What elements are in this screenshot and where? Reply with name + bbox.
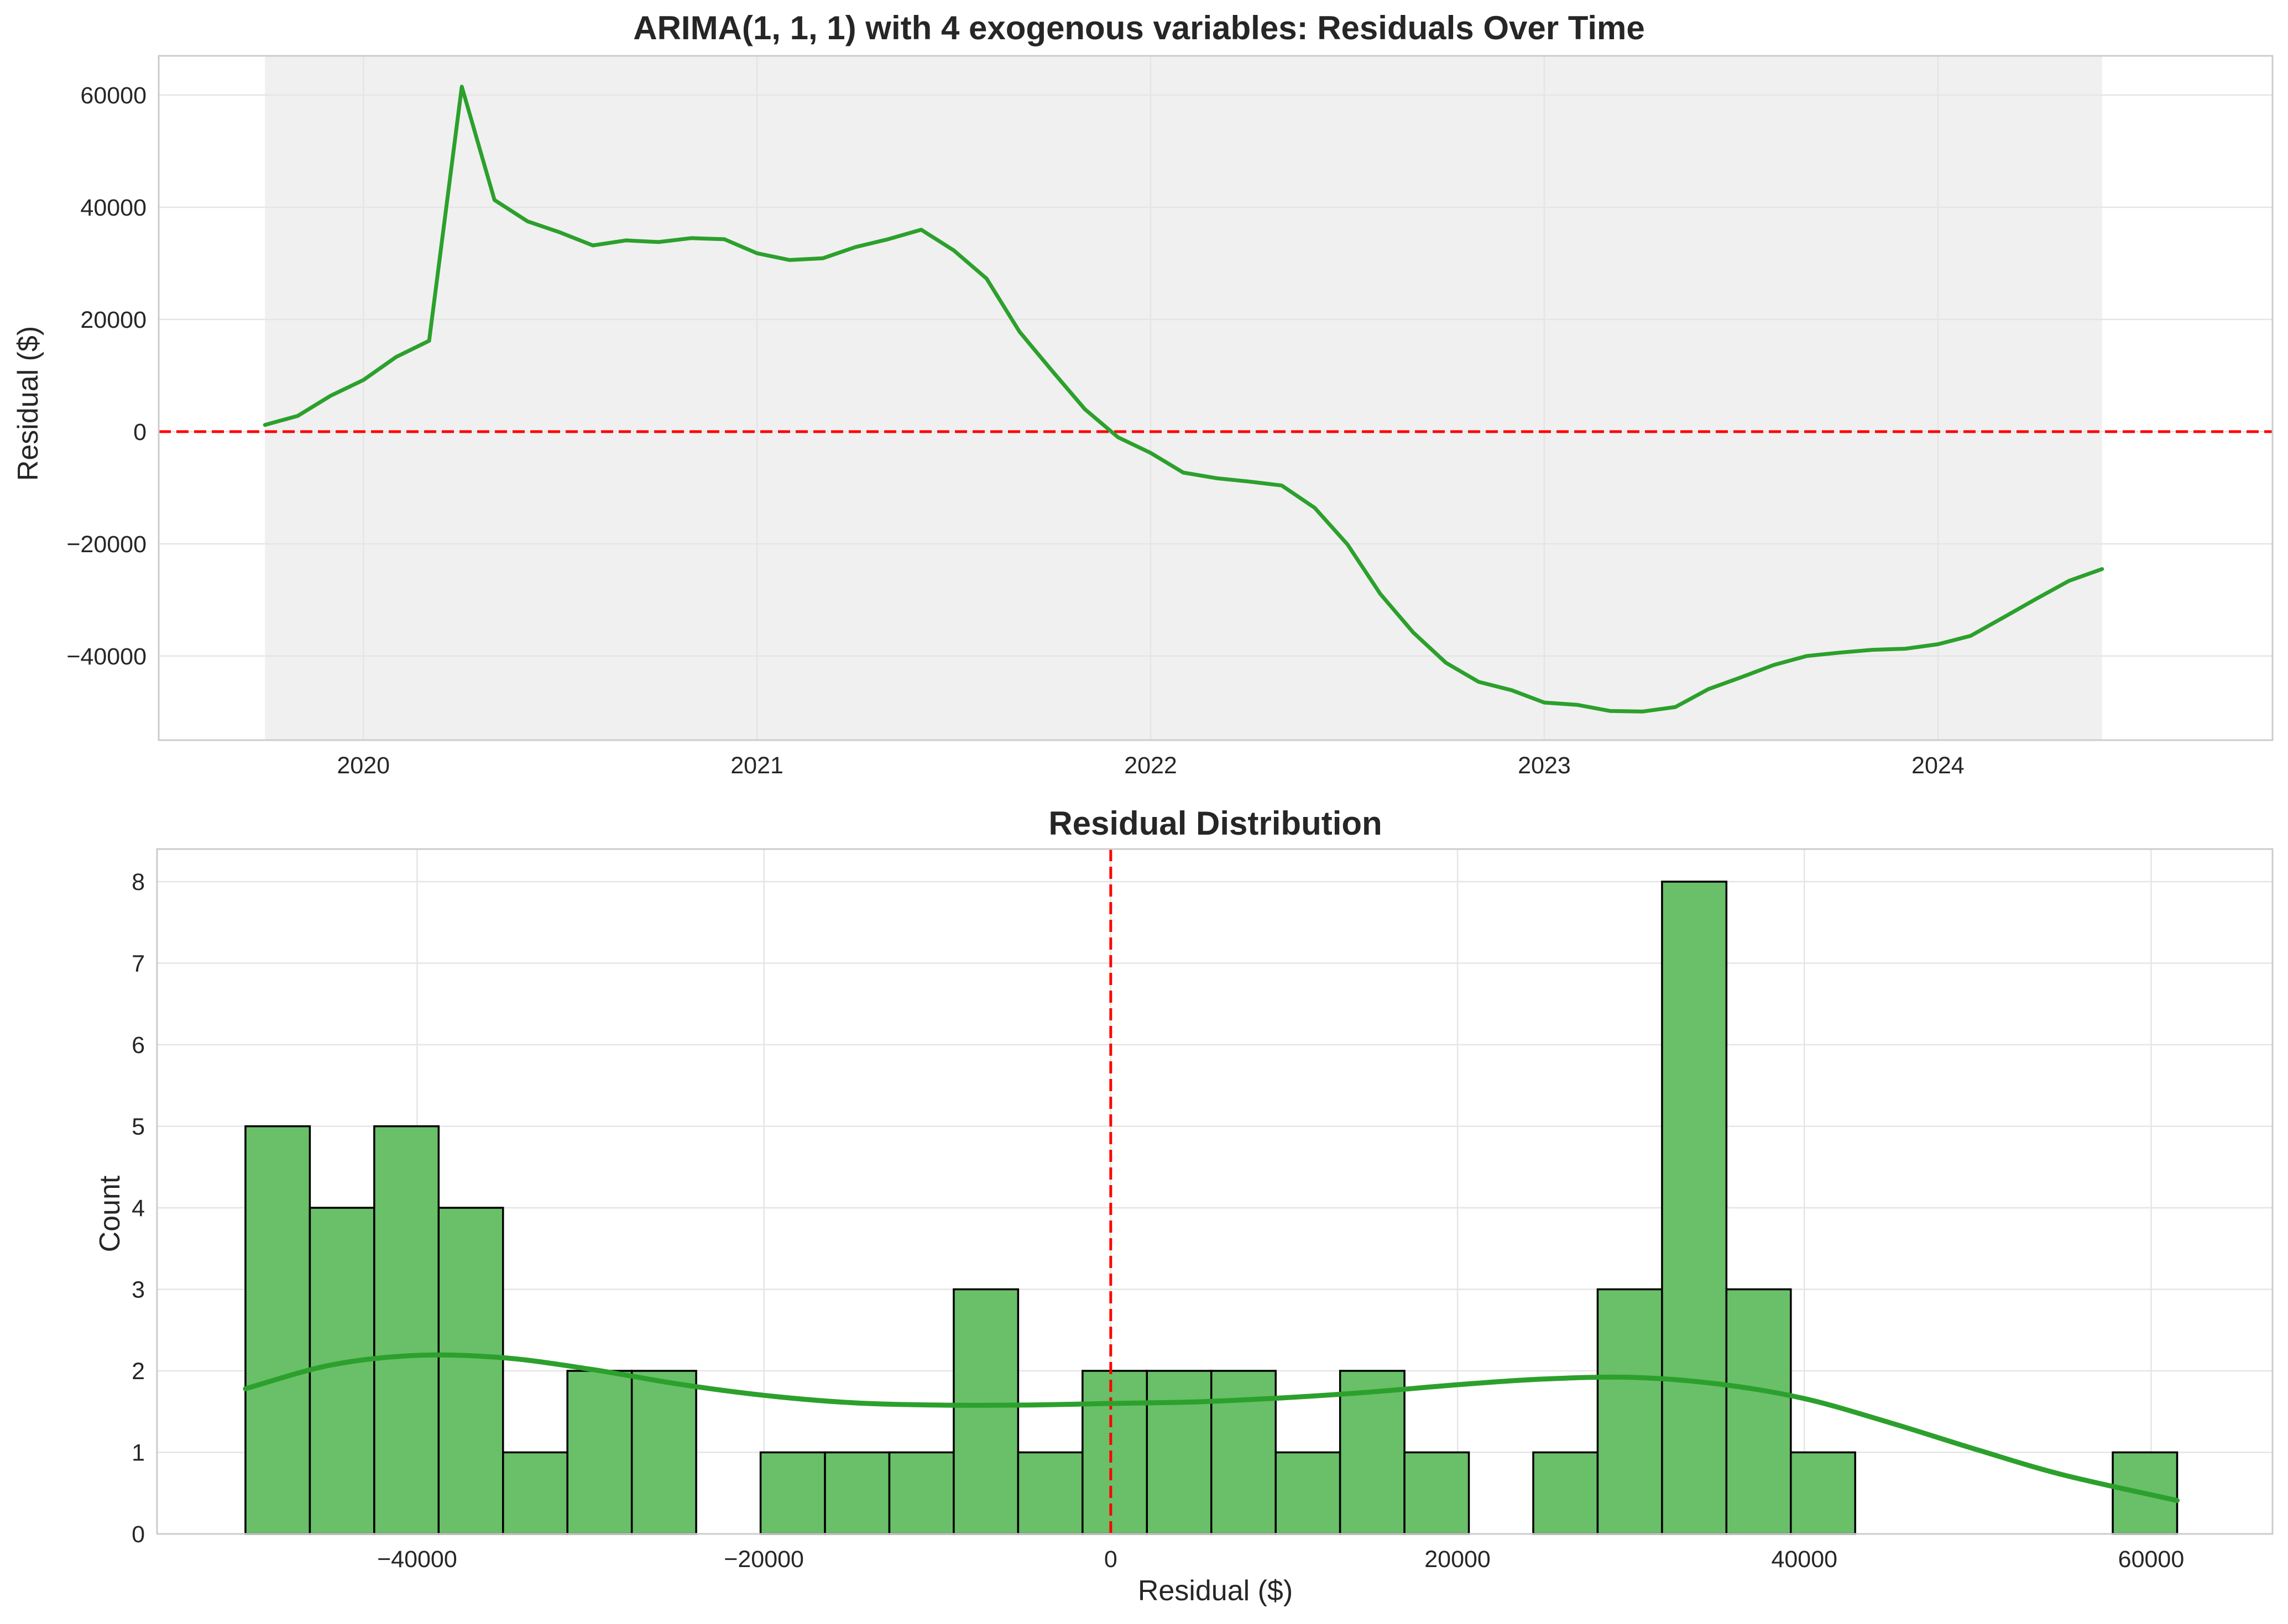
y-tick-label: 8 <box>132 869 145 895</box>
x-tick-label: 60000 <box>2118 1546 2185 1573</box>
y-tick-label: −20000 <box>66 531 147 558</box>
y-tick-label: 60000 <box>80 82 147 109</box>
y-tick-label: 1 <box>132 1440 145 1466</box>
histogram-bar <box>1210 1370 1277 1535</box>
axes-frame <box>158 55 2274 741</box>
y-tick-label: 5 <box>132 1114 145 1140</box>
histogram-bar <box>1146 1370 1213 1535</box>
x-tick-label: −20000 <box>724 1546 804 1573</box>
histogram-panel: Residual Distribution Count Residual ($)… <box>94 805 2274 1607</box>
histogram-bar <box>1661 881 1728 1535</box>
histogram-bars <box>244 881 2179 1535</box>
histogram-y-axis-label: Count <box>94 1175 126 1252</box>
histogram-bar <box>309 1207 375 1535</box>
y-tick-label: 3 <box>132 1277 145 1303</box>
histogram-bar <box>373 1125 440 1535</box>
y-tick-label: 0 <box>133 419 147 446</box>
histogram-bar <box>1017 1451 1084 1535</box>
histogram-x-ticks: −40000 −20000 0 20000 40000 60000 <box>377 1546 2184 1573</box>
histogram-bar <box>437 1207 504 1535</box>
histogram-bar <box>244 1125 311 1535</box>
histogram-bar <box>1274 1451 1341 1535</box>
y-tick-label: 4 <box>132 1195 145 1222</box>
kde-curve <box>243 1352 2180 1503</box>
y-tick-label: 40000 <box>80 195 147 221</box>
histogram-x-axis-label: Residual ($) <box>1138 1575 1293 1607</box>
histogram-y-ticks: 0 1 2 3 4 5 6 7 8 <box>132 869 145 1548</box>
histogram-bar <box>953 1288 1020 1535</box>
time-series-y-ticks: −40000 −20000 0 20000 40000 60000 <box>66 82 147 670</box>
histogram-kde-curve <box>243 1352 2180 1503</box>
residual-line <box>263 85 2104 714</box>
histogram-bar <box>888 1451 955 1535</box>
y-tick-label: −40000 <box>66 643 147 670</box>
histogram-bar <box>1082 1370 1148 1535</box>
time-series-y-axis-label: Residual ($) <box>12 326 44 481</box>
histogram-bar <box>824 1451 891 1535</box>
x-tick-label: 40000 <box>1771 1546 1837 1573</box>
shaded-span <box>265 56 2102 740</box>
time-series-axes-frame <box>158 55 2274 741</box>
time-series-shaded-span <box>265 56 2102 740</box>
histogram-bar <box>1790 1451 1857 1535</box>
y-tick-label: 7 <box>132 951 145 977</box>
y-tick-label: 20000 <box>80 307 147 333</box>
time-series-residual-line <box>263 85 2104 714</box>
time-series-panel: ARIMA(1, 1, 1) with 4 exogenous variable… <box>12 9 2274 779</box>
x-tick-label: 2023 <box>1518 752 1571 779</box>
histogram-bar <box>1403 1451 1470 1535</box>
x-tick-label: 2021 <box>730 752 783 779</box>
y-tick-label: 6 <box>132 1032 145 1059</box>
y-tick-label: 0 <box>132 1521 145 1548</box>
x-tick-label: 20000 <box>1424 1546 1491 1573</box>
x-tick-label: 2022 <box>1124 752 1177 779</box>
histogram-bar <box>502 1451 568 1535</box>
y-tick-label: 2 <box>132 1358 145 1385</box>
x-tick-label: −40000 <box>377 1546 457 1573</box>
histogram-bar <box>1532 1451 1599 1535</box>
time-series-x-ticks: 2020 2021 2022 2023 2024 <box>337 752 1964 779</box>
histogram-axes-frame <box>156 848 2274 1535</box>
histogram-bar <box>759 1451 826 1535</box>
x-tick-label: 2020 <box>337 752 390 779</box>
x-tick-label: 0 <box>1104 1546 1117 1573</box>
time-series-title: ARIMA(1, 1, 1) with 4 exogenous variable… <box>633 9 1644 46</box>
histogram-bar <box>1725 1288 1792 1535</box>
histogram-title: Residual Distribution <box>1048 805 1382 842</box>
x-tick-label: 2024 <box>1911 752 1965 779</box>
time-series-grid <box>159 56 2273 740</box>
histogram-bar <box>566 1370 633 1535</box>
axes-frame <box>156 848 2274 1535</box>
histogram-bar <box>630 1370 697 1535</box>
histogram-bar <box>1596 1288 1663 1535</box>
